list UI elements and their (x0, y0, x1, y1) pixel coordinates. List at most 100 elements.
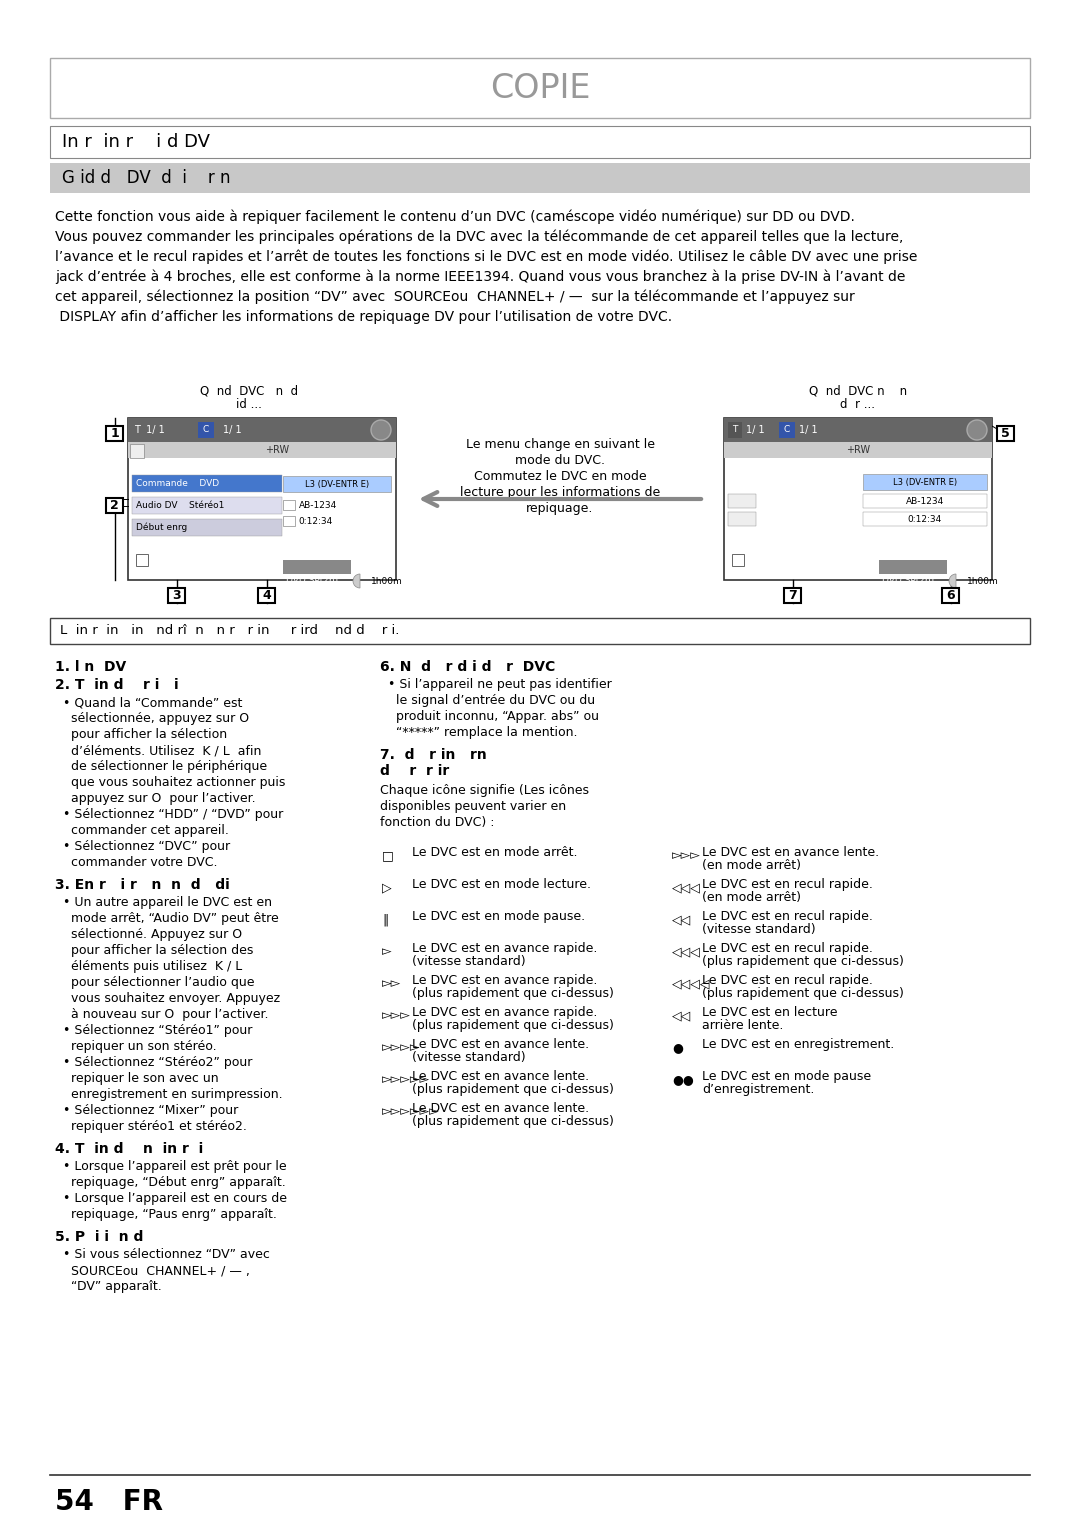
Text: mode du DVC.: mode du DVC. (515, 454, 605, 468)
Bar (106, 498, 123, 513)
Text: Le DVC est en avance lente.: Le DVC est en avance lente. (411, 1102, 589, 1115)
Text: Le DVC est en lecture: Le DVC est en lecture (702, 1005, 837, 1019)
Text: Le menu change en suivant le: Le menu change en suivant le (465, 439, 654, 451)
Text: 3: 3 (172, 588, 180, 602)
Text: Le DVC est en avance rapide.: Le DVC est en avance rapide. (411, 941, 597, 955)
Text: (plus rapidement que ci-dessus): (plus rapidement que ci-dessus) (702, 955, 904, 969)
Text: 2. T  in d    r i   i: 2. T in d r i i (55, 678, 178, 692)
Text: AB-1234: AB-1234 (298, 501, 337, 509)
Text: Le DVC est en mode lecture.: Le DVC est en mode lecture. (411, 879, 591, 891)
Text: “DV” apparaît.: “DV” apparaît. (63, 1280, 162, 1293)
Text: pour sélectionner l’audio que: pour sélectionner l’audio que (63, 976, 255, 989)
Text: repiquer un son stéréo.: repiquer un son stéréo. (63, 1041, 217, 1053)
Bar (136, 555, 148, 565)
Text: ▷: ▷ (382, 882, 392, 894)
Text: Commande    DVD: Commande DVD (136, 478, 219, 487)
Text: • Sélectionnez “Mixer” pour: • Sélectionnez “Mixer” pour (63, 1105, 239, 1117)
Text: T: T (732, 425, 738, 434)
Text: Q  nd  DVC n    n: Q nd DVC n n (809, 385, 907, 397)
Bar (132, 520, 282, 536)
Text: (plus rapidement que ci-dessus): (plus rapidement que ci-dessus) (411, 1019, 613, 1031)
Text: pour afficher la sélection: pour afficher la sélection (63, 727, 227, 741)
Text: Début enrg: Début enrg (136, 523, 187, 532)
Text: repiquer le son avec un: repiquer le son avec un (63, 1073, 218, 1085)
Text: Le DVC est en mode pause.: Le DVC est en mode pause. (411, 911, 585, 923)
Text: l’avance et le recul rapides et l’arrêt de toutes les fonctions si le DVC est en: l’avance et le recul rapides et l’arrêt … (55, 249, 917, 264)
Text: 1/ 1: 1/ 1 (222, 425, 242, 435)
Text: sélectionnée, appuyez sur O: sélectionnée, appuyez sur O (63, 712, 249, 724)
Text: 2: 2 (110, 500, 119, 512)
Text: C: C (784, 425, 791, 434)
Text: ◁◁◁: ◁◁◁ (672, 946, 701, 958)
Text: Vous pouvez commander les principales opérations de la DVC avec la télécommande : Vous pouvez commander les principales op… (55, 229, 903, 244)
Text: +RW: +RW (846, 445, 870, 455)
Bar (281, 555, 391, 571)
Bar (724, 442, 993, 458)
Bar (50, 125, 1030, 157)
Text: AB-1234: AB-1234 (906, 497, 944, 506)
Text: ◁◁: ◁◁ (672, 1010, 691, 1022)
Text: DVD SP(2h): DVD SP(2h) (286, 576, 338, 585)
Text: (plus rapidement que ci-dessus): (plus rapidement que ci-dessus) (702, 987, 904, 999)
Text: produit inconnu, “Appar. abs” ou: produit inconnu, “Appar. abs” ou (388, 711, 599, 723)
Text: Le DVC est en mode pause: Le DVC est en mode pause (702, 1070, 872, 1083)
Text: commander votre DVC.: commander votre DVC. (63, 856, 217, 869)
Text: jack d’entrée à 4 broches, elle est conforme à la norme IEEE1394. Quand vous vou: jack d’entrée à 4 broches, elle est conf… (55, 270, 905, 284)
Text: ▻▻▻: ▻▻▻ (672, 850, 701, 862)
Text: 1. l n  DV: 1. l n DV (55, 660, 126, 674)
Text: Q  nd  DVC   n  d: Q nd DVC n d (200, 385, 298, 397)
Text: 7: 7 (788, 588, 797, 602)
Text: repiquage.: repiquage. (526, 503, 594, 515)
Text: id ...: id ... (235, 397, 261, 411)
Text: commander cet appareil.: commander cet appareil. (63, 824, 229, 837)
Text: 1/ 1: 1/ 1 (799, 425, 818, 435)
Text: enregistrement en surimpression.: enregistrement en surimpression. (63, 1088, 283, 1102)
Text: L3 (DV-ENTR E): L3 (DV-ENTR E) (305, 480, 369, 489)
Text: Le DVC est en avance lente.: Le DVC est en avance lente. (411, 1070, 589, 1083)
Text: (vitesse standard): (vitesse standard) (702, 923, 815, 937)
Text: Audio DV    Stéréo1: Audio DV Stéréo1 (136, 501, 225, 510)
Bar (283, 559, 351, 575)
Text: ▻▻▻▻▻▻: ▻▻▻▻▻▻ (382, 1105, 440, 1118)
Text: • Sélectionnez “Stéréo1” pour: • Sélectionnez “Stéréo1” pour (63, 1024, 253, 1038)
Bar (863, 474, 987, 490)
Text: Le DVC est en avance rapide.: Le DVC est en avance rapide. (411, 973, 597, 987)
Text: • Sélectionnez “Stéréo2” pour: • Sélectionnez “Stéréo2” pour (63, 1056, 253, 1070)
Text: ▻▻: ▻▻ (382, 978, 402, 990)
Text: ▻: ▻ (382, 946, 392, 958)
Text: le signal d’entrée du DVC ou du: le signal d’entrée du DVC ou du (388, 694, 595, 707)
Text: (vitesse standard): (vitesse standard) (411, 955, 526, 969)
Bar (879, 559, 947, 575)
Text: ◁◁◁: ◁◁◁ (672, 882, 701, 894)
Bar (198, 422, 214, 439)
Text: 1h00m: 1h00m (967, 576, 999, 585)
Text: (plus rapidement que ci-dessus): (plus rapidement que ci-dessus) (411, 1083, 613, 1096)
Text: éléments puis utilisez  K / L: éléments puis utilisez K / L (63, 960, 242, 973)
Bar (863, 494, 987, 507)
Text: repiquer stéréo1 et stéréo2.: repiquer stéréo1 et stéréo2. (63, 1120, 247, 1132)
Text: Le DVC est en avance lente.: Le DVC est en avance lente. (411, 1038, 589, 1051)
Wedge shape (949, 575, 956, 588)
Text: que vous souhaitez actionner puis: que vous souhaitez actionner puis (63, 776, 285, 788)
Text: vous souhaitez envoyer. Appuyez: vous souhaitez envoyer. Appuyez (63, 992, 280, 1005)
Text: C: C (203, 425, 210, 434)
Bar (283, 477, 391, 492)
Text: d’éléments. Utilisez  K / L  afin: d’éléments. Utilisez K / L afin (63, 744, 261, 756)
Bar (779, 422, 795, 439)
Text: In r  in r    i d DV: In r in r i d DV (62, 133, 210, 151)
Bar (784, 588, 801, 604)
Bar (283, 500, 296, 510)
Text: • Un autre appareil le DVC est en: • Un autre appareil le DVC est en (63, 895, 272, 909)
Text: ▻▻▻▻▻: ▻▻▻▻▻ (382, 1074, 430, 1086)
Text: mode arrêt, “Audio DV” peut être: mode arrêt, “Audio DV” peut être (63, 912, 279, 924)
Text: SOURCEou  CHANNEL+ / — ,: SOURCEou CHANNEL+ / — , (63, 1264, 249, 1277)
Text: L3 (DV-ENTR E): L3 (DV-ENTR E) (893, 477, 957, 486)
Text: ●●: ●● (672, 1074, 693, 1086)
Bar (728, 512, 756, 526)
Text: L  in r  in   in   nd rî  n   n r   r in     r ird    nd d    r i.: L in r in in nd rî n n r r in r ird nd d… (60, 625, 400, 637)
Text: (vitesse standard): (vitesse standard) (411, 1051, 526, 1063)
Text: □: □ (382, 850, 394, 862)
Circle shape (372, 420, 391, 440)
Text: cet appareil, sélectionnez la position “DV” avec  SOURCEou  CHANNEL+ / —  sur la: cet appareil, sélectionnez la position “… (55, 290, 854, 304)
Text: 54   FR: 54 FR (55, 1488, 163, 1516)
